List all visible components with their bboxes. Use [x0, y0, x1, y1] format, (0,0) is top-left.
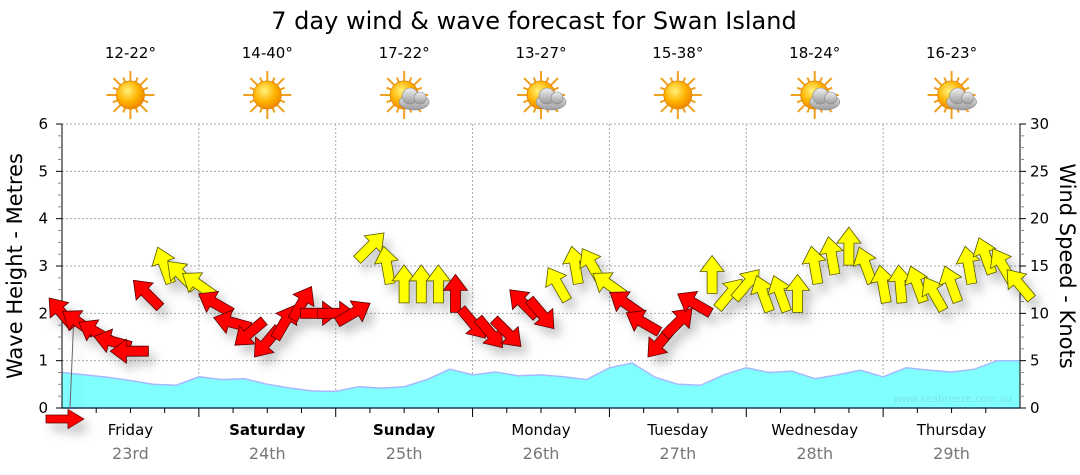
wave-area: [62, 360, 1020, 408]
y-axis-left-title: Wave Height - Metres: [3, 153, 27, 379]
sun-disc: [116, 80, 145, 110]
daily-weather-header: 12-22° 14-40° 17-22° 13-27° 15-38° 18-24° 16-2…: [105, 44, 977, 119]
sunny-icon: [106, 71, 155, 119]
wind-arrow: [836, 226, 862, 266]
wind-arrow: [818, 236, 844, 276]
y-right-tick-label: 0: [1030, 399, 1040, 417]
wind-arrow: [391, 264, 417, 304]
wind-arrow: [425, 264, 452, 304]
y-left-tick-label: 4: [38, 210, 48, 228]
wave-line: [61, 359, 1020, 393]
wind-arrow: [661, 308, 693, 340]
wind-arrow: [109, 338, 149, 365]
x-tick-label-day: Thursday: [916, 421, 987, 439]
cloud-icon: [398, 87, 430, 111]
x-tick-label-date: 26th: [523, 444, 560, 463]
cloud-part: [550, 91, 564, 105]
x-tick-label-date: 25th: [386, 444, 423, 463]
watermark: www.seabreeze.com.au: [894, 394, 1012, 405]
wind-arrow: [373, 245, 399, 286]
y-right-tick-label: 10: [1030, 304, 1049, 322]
temperature-range: 16-23°: [926, 44, 977, 62]
wind-arrow: [334, 300, 371, 328]
temperature-range: 17-22°: [379, 44, 430, 62]
wind-series: [45, 226, 1036, 430]
wind-connector: [69, 313, 75, 409]
x-tick-label-date: 24th: [249, 444, 286, 463]
wind-arrow: [625, 309, 663, 337]
y-left-tick-label: 0: [38, 399, 48, 417]
y-left-tick-label: 2: [38, 304, 48, 322]
wind-arrow: [234, 316, 268, 346]
x-tick-label-date: 27th: [659, 444, 696, 463]
y-left-tick-label: 5: [38, 162, 48, 180]
wind-arrow: [442, 273, 469, 313]
grid-lines: [62, 123, 1020, 408]
wind-arrow: [677, 291, 714, 318]
x-tick-label-day: Sunday: [373, 421, 436, 439]
wind-arrow: [489, 315, 522, 347]
wind-arrow: [801, 245, 827, 286]
x-tick-label-day: Monday: [511, 421, 570, 439]
partly-cloudy-icon: [380, 71, 430, 119]
temperature-range: 12-22°: [105, 44, 156, 62]
temperature-range: 13-27°: [515, 44, 566, 62]
partly-cloudy-icon: [517, 71, 567, 119]
y-left-tick-label: 6: [38, 115, 48, 133]
wind-arrow: [287, 286, 315, 323]
current-wind-marker-arrow: [45, 408, 85, 430]
cloud-icon: [946, 87, 977, 111]
y-left-tick-label: 1: [38, 352, 48, 370]
chart-title: 7 day wind & wave forecast for Swan Isla…: [271, 7, 796, 35]
cloud-part: [961, 91, 974, 105]
cloud-icon: [809, 87, 841, 111]
temperature-range: 14-40°: [242, 44, 293, 62]
sunny-icon: [653, 71, 702, 119]
x-tick-label-date: 28th: [796, 444, 833, 463]
y-right-tick-label: 15: [1030, 257, 1049, 275]
x-tick-label-date: 23rd: [112, 444, 149, 463]
y-right-tick-label: 30: [1030, 115, 1049, 133]
x-tick-label-day: Friday: [108, 421, 154, 439]
cloud-icon: [535, 87, 567, 111]
y-right-tick-label: 25: [1030, 162, 1049, 180]
sun-disc: [252, 80, 282, 110]
y-axis-right-title: Wind Speed - Knots: [1055, 163, 1079, 368]
wind-arrow: [921, 276, 949, 314]
x-tick-label-day: Wednesday: [771, 421, 858, 439]
wind-arrow: [525, 295, 555, 330]
sun-disc: [663, 80, 693, 110]
y-right-tick-label: 5: [1030, 352, 1040, 370]
wind-arrow: [132, 279, 165, 312]
x-tick-label-day: Tuesday: [646, 421, 708, 439]
wind-arrow: [408, 264, 435, 304]
y-left-tick-label: 3: [38, 257, 48, 275]
partly-cloudy-icon: [927, 71, 977, 119]
temperature-range: 18-24°: [789, 44, 840, 62]
partly-cloudy-icon: [790, 71, 841, 119]
x-tick-label-day: Saturday: [229, 421, 306, 439]
wind-arrow: [784, 273, 811, 313]
wind-arrow: [938, 265, 963, 305]
sunny-icon: [243, 71, 292, 119]
y-right-tick-label: 20: [1030, 210, 1049, 228]
wind-arrow: [509, 289, 541, 321]
cloud-part: [824, 91, 838, 105]
wind-arrow: [545, 267, 572, 304]
wave-series: [61, 359, 1020, 408]
temperature-range: 15-38°: [652, 44, 703, 62]
x-tick-label-date: 29th: [933, 444, 970, 463]
wind-arrow: [1006, 269, 1036, 303]
cloud-part: [413, 91, 427, 105]
wind-arrow: [699, 254, 725, 294]
